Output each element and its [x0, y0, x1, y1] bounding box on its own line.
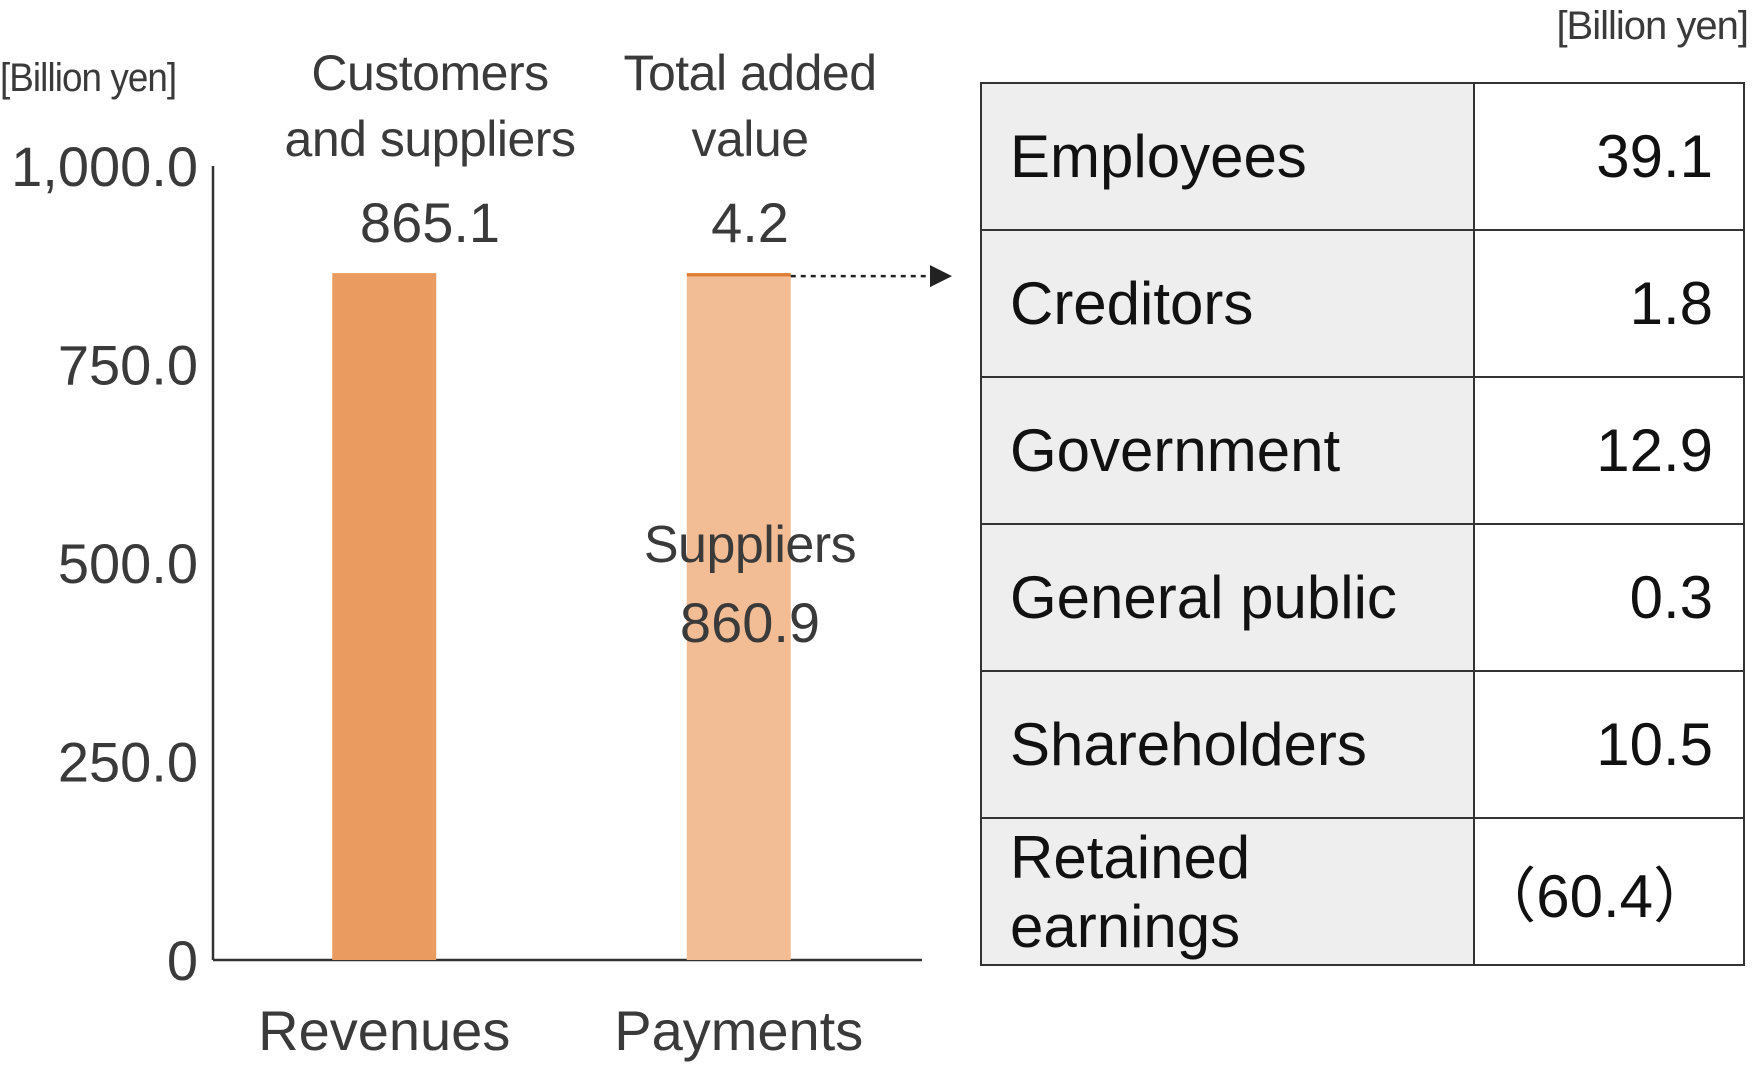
row-label: Employees: [979, 82, 1476, 231]
column-header-customers: Customers and suppliers: [260, 40, 600, 172]
table-row: Employees 39.1: [979, 82, 1745, 231]
y-tick-label: 0: [167, 929, 198, 992]
table-unit-label: [Billion yen]: [1556, 4, 1749, 48]
row-label: Shareholders: [979, 670, 1476, 819]
y-tick-label: 250.0: [58, 731, 198, 794]
suppliers-segment-name: Suppliers: [643, 516, 857, 574]
y-axis-unit-label: [Billion yen]: [0, 56, 177, 100]
value-added-bar-chart: 0 250.0 500.0 750.0 1,000.0 Revenues Payments …: [0, 40, 952, 1062]
x-category-label: Revenues: [258, 999, 510, 1062]
y-tick-label: 1,000.0: [11, 135, 198, 198]
row-label: Government: [979, 376, 1476, 525]
table-row: Government 12.9: [979, 376, 1745, 525]
row-value: 39.1: [1473, 82, 1745, 231]
column-header-added-value: Total added value: [600, 40, 900, 172]
suppliers-segment-value: 860.9: [679, 591, 821, 654]
column-header-added-value-text: Total added value: [623, 45, 877, 167]
row-value: 12.9: [1473, 376, 1745, 525]
y-tick-label: 750.0: [58, 334, 198, 397]
connector-arrow-head: [930, 265, 952, 288]
table-row: Creditors 1.8: [979, 229, 1745, 378]
table-row: Retained earnings （60.4）: [979, 817, 1745, 966]
table-row: General public 0.3: [979, 523, 1745, 672]
row-value: 10.5: [1473, 670, 1745, 819]
added-value-label: 4.2: [711, 191, 789, 254]
y-tick-label: 500.0: [58, 532, 198, 595]
added-value-breakdown-table: Employees 39.1 Creditors 1.8 Government …: [979, 82, 1745, 966]
row-label: General public: [979, 523, 1476, 672]
column-header-customers-text: Customers and suppliers: [284, 45, 576, 167]
bar-segment-payments-2: [686, 273, 791, 277]
row-value: 1.8: [1473, 229, 1745, 378]
table-row: Shareholders 10.5: [979, 670, 1745, 819]
row-label: Retained earnings: [979, 817, 1476, 966]
row-value: （60.4）: [1473, 817, 1745, 966]
revenues-value-label: 865.1: [359, 191, 501, 254]
row-value: 0.3: [1473, 523, 1745, 672]
row-label: Creditors: [979, 229, 1476, 378]
bar-segment-revenues-0: [332, 273, 437, 960]
chart-canvas: 0 250.0 500.0 750.0 1,000.0 Revenues Payments: [11, 135, 952, 1062]
x-category-label: Payments: [614, 999, 863, 1062]
bar-segment-payments-1: [686, 276, 791, 960]
